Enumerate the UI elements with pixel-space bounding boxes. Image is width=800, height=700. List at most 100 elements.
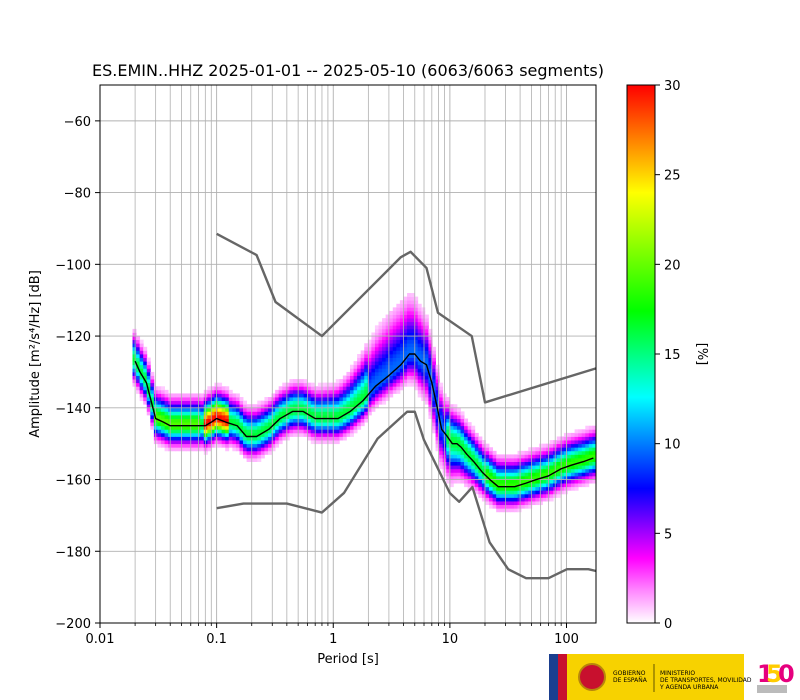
heatmap-cell xyxy=(474,450,479,455)
heatmap-cell xyxy=(332,440,337,445)
heatmap-cell xyxy=(531,493,536,498)
heatmap-cell xyxy=(289,422,294,427)
heatmap-cell xyxy=(218,389,223,394)
heatmap-cell xyxy=(136,389,141,394)
heatmap-cell xyxy=(407,296,412,301)
heatmap-cell xyxy=(349,432,354,437)
heatmap-cell xyxy=(421,364,426,369)
heatmap-cell xyxy=(467,461,472,466)
heatmap-cell xyxy=(471,465,476,470)
colorbar-tick-label: 20 xyxy=(664,258,681,273)
heatmap-cell xyxy=(453,447,458,452)
heatmap-cell xyxy=(424,382,429,387)
heatmap-cell xyxy=(203,407,208,412)
heatmap-cell xyxy=(424,346,429,351)
heatmap-cell xyxy=(267,432,272,437)
heatmap-cell xyxy=(278,414,283,419)
heatmap-cell xyxy=(581,443,586,448)
heatmap-cell xyxy=(424,389,429,394)
heatmap-cell xyxy=(328,411,333,416)
heatmap-cell xyxy=(364,386,369,391)
heatmap-cell xyxy=(339,407,344,412)
heatmap-cell xyxy=(364,414,369,419)
heatmap-cell xyxy=(453,443,458,448)
heatmap-cell xyxy=(407,321,412,326)
heatmap-cell xyxy=(136,339,141,344)
heatmap-cell xyxy=(592,454,597,459)
heatmap-cell xyxy=(560,490,565,495)
heatmap-cell xyxy=(374,332,379,337)
heatmap-cell xyxy=(300,432,305,437)
heatmap-cell xyxy=(514,497,518,502)
heatmap-cell xyxy=(246,450,251,455)
heatmap-cell xyxy=(367,361,372,366)
heatmap-cell xyxy=(421,310,426,315)
heatmap-cell xyxy=(139,364,144,369)
heatmap-cell xyxy=(574,450,579,455)
heatmap-cell xyxy=(235,397,240,402)
heatmap-cell xyxy=(267,447,272,452)
heatmap-cell xyxy=(203,397,208,402)
heatmap-cell xyxy=(310,407,315,412)
heatmap-cell xyxy=(385,389,390,394)
heatmap-cell xyxy=(378,350,383,355)
heatmap-cell xyxy=(567,458,572,462)
heatmap-cell xyxy=(357,393,362,398)
heatmap-cell xyxy=(392,314,397,319)
heatmap-cell xyxy=(317,397,322,402)
heatmap-cell xyxy=(492,486,497,491)
heatmap-cell xyxy=(307,425,312,430)
heatmap-cell xyxy=(382,325,387,330)
heatmap-cell xyxy=(307,389,312,394)
heatmap-cell xyxy=(346,418,351,423)
heatmap-cell xyxy=(303,414,308,419)
heatmap-cell xyxy=(535,461,540,466)
heatmap-cell xyxy=(446,465,451,470)
heatmap-cell xyxy=(185,393,190,398)
heatmap-cell xyxy=(439,400,444,405)
heatmap-cell xyxy=(161,411,165,416)
heatmap-cell xyxy=(171,414,176,419)
heatmap-cell xyxy=(371,371,376,376)
heatmap-cell xyxy=(485,497,490,502)
heatmap-cell xyxy=(474,458,479,462)
heatmap-cell xyxy=(439,414,444,419)
heatmap-cell xyxy=(421,346,426,351)
heatmap-cell xyxy=(136,357,141,362)
heatmap-cell xyxy=(478,479,483,484)
heatmap-cell xyxy=(271,432,276,437)
heatmap-cell xyxy=(342,432,347,437)
heatmap-cell xyxy=(300,429,305,434)
heatmap-cell xyxy=(189,407,194,412)
chart-title: ES.EMIN..HHZ 2025-01-01 -- 2025-05-10 (6… xyxy=(92,61,604,80)
heatmap-cell xyxy=(414,346,419,351)
heatmap-cell xyxy=(310,393,315,398)
heatmap-cell xyxy=(560,465,565,470)
heatmap-cell xyxy=(321,429,326,434)
heatmap-cell xyxy=(424,400,429,405)
heatmap-cell xyxy=(449,418,454,423)
heatmap-cell xyxy=(246,436,251,441)
heatmap-cell xyxy=(560,486,565,491)
heatmap-cell xyxy=(136,382,141,387)
heatmap-cell xyxy=(496,493,501,498)
heatmap-cell xyxy=(410,371,415,376)
heatmap-cell xyxy=(339,429,344,434)
heatmap-cell xyxy=(531,479,536,484)
heatmap-cell xyxy=(374,404,379,409)
heatmap-cell xyxy=(514,493,518,498)
heatmap-cell xyxy=(171,411,176,416)
heatmap-cell xyxy=(389,314,394,319)
heatmap-cell xyxy=(446,429,451,434)
heatmap-cell xyxy=(257,458,262,462)
heatmap-cell xyxy=(246,407,251,412)
heatmap-cell xyxy=(260,429,265,434)
heatmap-cell xyxy=(378,386,383,391)
heatmap-cell xyxy=(521,461,526,466)
heatmap-cell xyxy=(360,350,365,355)
heatmap-cell xyxy=(389,325,394,330)
heatmap-cell xyxy=(360,414,365,419)
heatmap-cell xyxy=(346,389,351,394)
heatmap-cell xyxy=(456,465,461,470)
heatmap-cell xyxy=(567,450,572,455)
